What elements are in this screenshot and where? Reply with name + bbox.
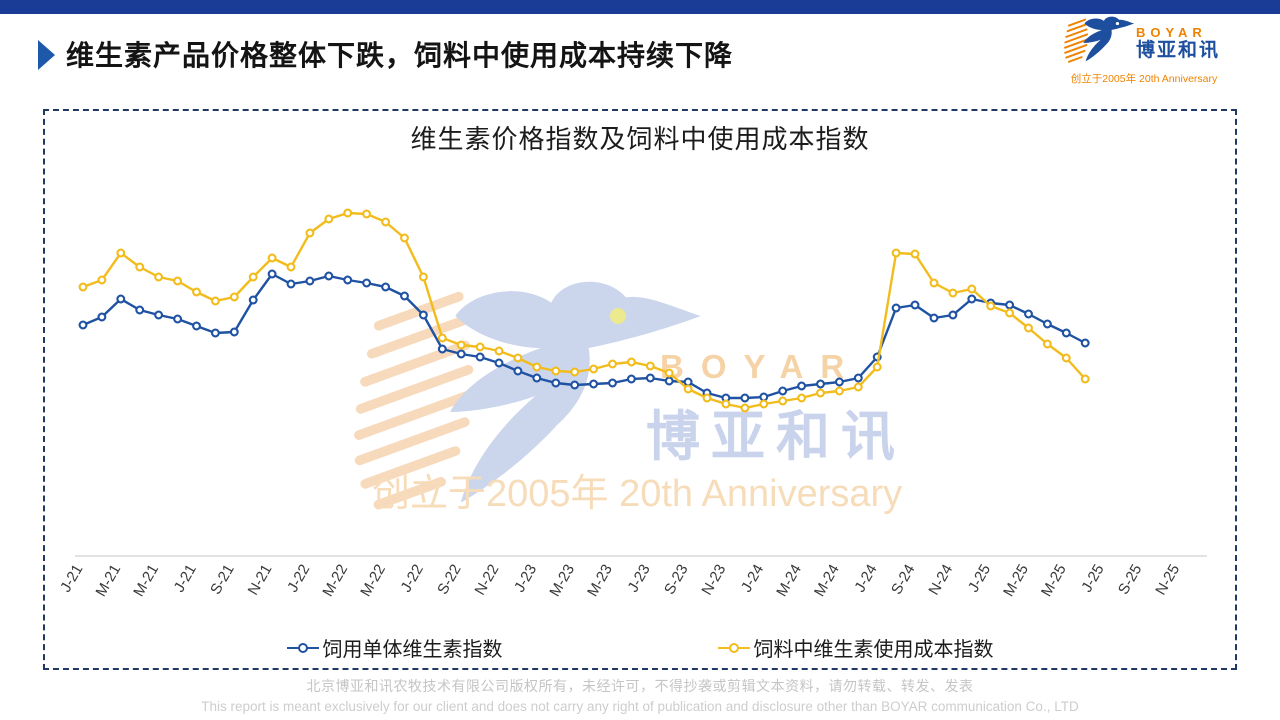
legend-marker-yellow [717,642,750,653]
logo-name-en: BOYAR [1136,24,1207,40]
copyright-line-cn: 北京博亚和讯农牧技术有限公司版权所有，未经许可，不得抄袭或剪辑文本资料，请勿转载… [306,678,974,694]
logo-top-row: BOYAR 博亚和讯 [1056,16,1232,70]
legend-label-cost-index: 饲料中维生素使用成本指数 [753,639,994,661]
disclaimer-line-en: This report is meant exclusively for our… [201,699,1079,714]
legend-dot-icon [728,642,739,653]
legend-item-cost-index: 饲料中维生素使用成本指数 [717,633,994,662]
legend-marker-blue [286,642,319,653]
logo-tagline: 创立于2005年 20th Anniversary [1070,73,1218,85]
chart-title: 维生素价格指数及饲料中使用成本指数 [410,124,870,154]
top-accent-bar [0,0,1280,14]
footer: 北京博亚和讯农牧技术有限公司版权所有，未经许可，不得抄袭或剪辑文本资料，请勿转载… [0,676,1280,714]
logo-bird-icon [1063,16,1135,63]
logo-name-cn: 博亚和讯 [1136,39,1221,61]
chart-panel [43,109,1237,670]
chart-legend: 饲用单体维生素指数 饲料中维生素使用成本指数 [0,633,1280,662]
legend-dot-icon [297,642,308,653]
title-bullet-icon [38,40,55,70]
legend-item-vitamin-index: 饲用单体维生素指数 [286,633,503,662]
page-title: 维生素产品价格整体下跌，饲料中使用成本持续下降 [66,40,734,71]
logo-names: BOYAR 博亚和讯 [1136,25,1220,62]
boyar-logo: BOYAR 博亚和讯 创立于2005年 20th Anniversary [1056,16,1232,86]
legend-label-vitamin-index: 饲用单体维生素指数 [322,639,503,661]
